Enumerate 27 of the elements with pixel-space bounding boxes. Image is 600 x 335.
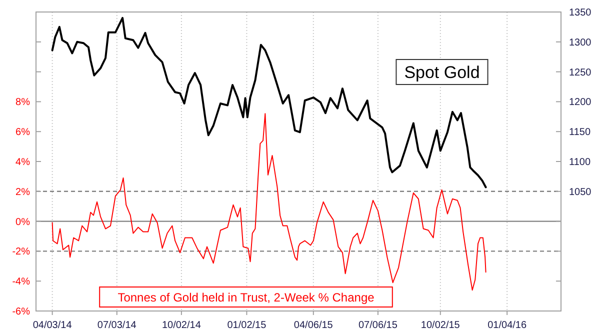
y-tick-label: 0% [16,216,30,228]
x-tick-label: 01/04/16 [488,320,527,331]
y2-tick-label: 1200 [569,97,592,108]
text: Spot Gold [404,63,480,82]
y2-tick-label: 1050 [569,186,592,198]
y2-tick-label: 1150 [569,127,591,138]
line-series [51,16,487,188]
y-tick-label: 8% [16,97,30,108]
y2-tick-label: 1250 [569,67,592,78]
series-label: Tonnes of Gold held in Trust, 2-Week % Change [118,290,375,304]
y-tick-label: -6% [12,306,30,318]
y2-tick-label: 1300 [569,37,592,48]
y2-tick-label: 1100 [569,157,591,168]
y-tick-label: 6% [16,127,30,138]
y-tick-label: 2% [16,186,30,198]
x-tick-label: 07/03/14 [97,320,137,331]
y2-tick-label: 1350 [569,8,592,18]
y-tick-label: -4% [12,276,30,288]
y-tick-label: 4% [16,157,30,168]
x-tick-label: 10/02/14 [162,320,202,331]
x-tick-label: 10/02/15 [420,320,460,331]
line-series [52,113,486,291]
x-tick-label: 07/06/15 [358,320,398,331]
x-tick-label: 04/03/14 [32,320,72,331]
y-tick-label: -2% [12,246,30,258]
x-tick-label: 01/02/15 [227,320,267,331]
x-tick-label: 04/06/15 [294,320,334,331]
